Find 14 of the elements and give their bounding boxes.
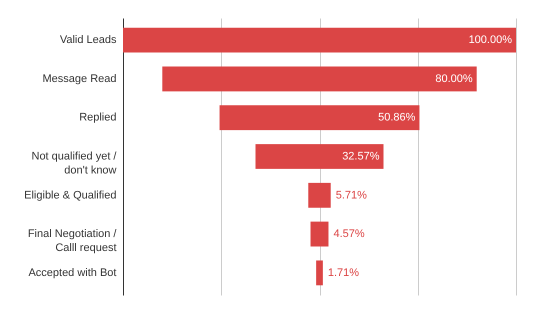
- data-label: 50.86%: [378, 112, 416, 124]
- category-label: Message Read: [42, 72, 116, 85]
- category-label: Not qualified yet / don't know: [32, 150, 118, 176]
- category-label: Accepted with Bot: [28, 266, 116, 279]
- category-label: Eligible & Qualified: [24, 189, 116, 202]
- data-label: 4.57%: [333, 228, 365, 240]
- category-label: Replied: [79, 112, 116, 124]
- category-label: Valid Leads: [60, 34, 117, 46]
- category-label: Final Negotiation / Calll request: [28, 228, 118, 254]
- data-label: 80.00%: [435, 72, 473, 85]
- data-label: 32.57%: [342, 150, 380, 162]
- data-label: 1.71%: [328, 266, 360, 279]
- data-label: 100.00%: [468, 34, 512, 46]
- data-label: 5.71%: [336, 189, 368, 202]
